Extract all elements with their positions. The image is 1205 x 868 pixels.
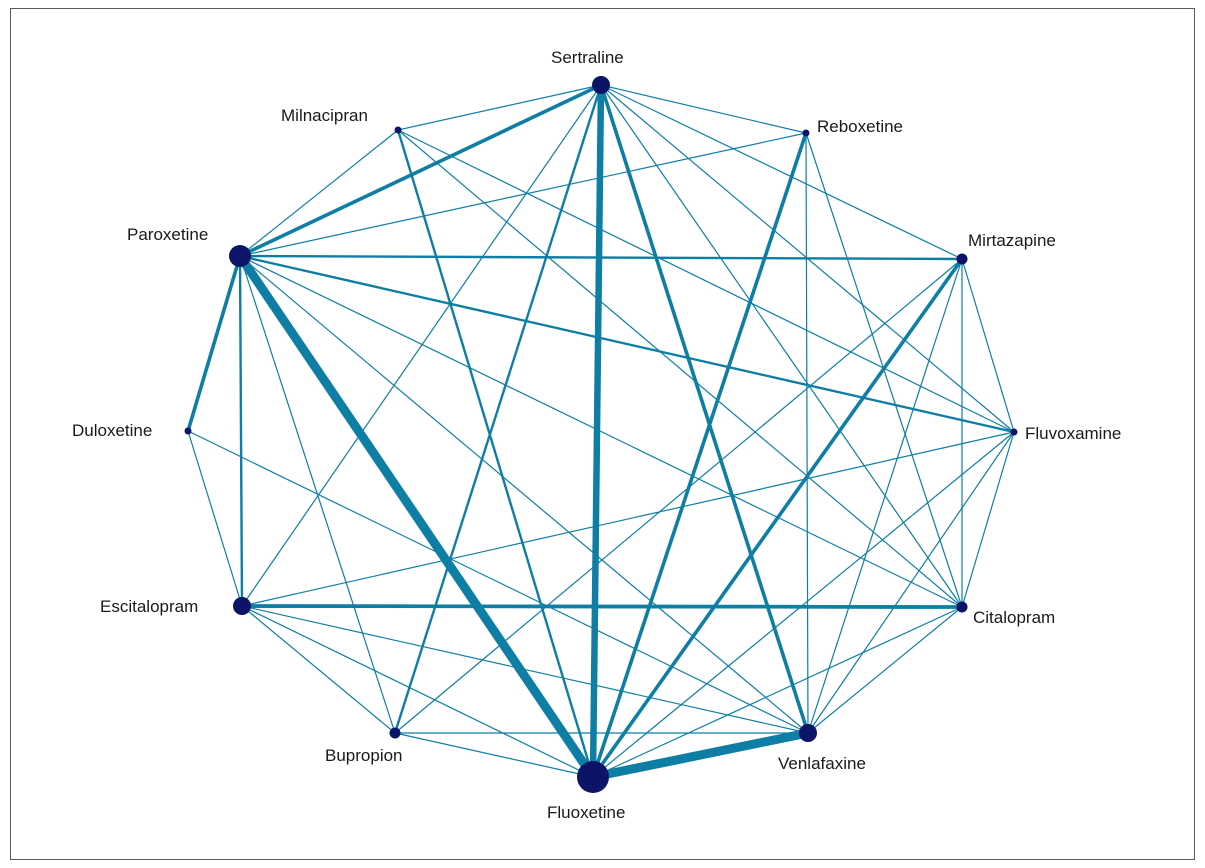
edge-sertraline-escitalopram	[241, 84, 602, 607]
edges-layer	[186, 81, 1016, 782]
edge-fluvoxamine-venlafaxine	[807, 431, 1015, 734]
edge-paroxetine-mirtazapine	[238, 254, 964, 261]
edge-milnacipran-fluoxetine	[396, 128, 595, 779]
edge-mirtazapine-bupropion	[394, 258, 963, 734]
nodes-layer	[184, 76, 1018, 793]
edge-paroxetine-fluoxetine	[235, 251, 598, 782]
edge-paroxetine-escitalopram	[238, 254, 244, 608]
edge-sertraline-fluoxetine	[589, 81, 605, 781]
edge-sertraline-venlafaxine	[599, 83, 810, 735]
edge-escitalopram-venlafaxine	[241, 605, 809, 734]
edge-sertraline-milnacipran	[397, 84, 602, 131]
edge-duloxetine-escitalopram	[187, 430, 243, 607]
edge-citalopram-venlafaxine	[807, 606, 963, 734]
edge-paroxetine-venlafaxine	[239, 255, 809, 734]
edge-fluoxetine-venlafaxine	[588, 728, 813, 782]
node-mirtazapine	[956, 253, 968, 265]
edge-fluvoxamine-citalopram	[961, 431, 1015, 608]
node-fluoxetine	[577, 761, 609, 793]
node-paroxetine	[229, 245, 251, 267]
node-fluvoxamine	[1010, 428, 1018, 436]
edge-reboxetine-paroxetine	[239, 132, 807, 257]
edge-mirtazapine-venlafaxine	[807, 258, 963, 734]
node-milnacipran	[394, 126, 402, 134]
edge-reboxetine-fluoxetine	[591, 131, 808, 779]
node-label-reboxetine: Reboxetine	[817, 117, 904, 136]
edge-mirtazapine-fluvoxamine	[961, 258, 1015, 433]
node-sertraline	[592, 76, 610, 94]
edge-milnacipran-citalopram	[397, 129, 963, 608]
node-escitalopram	[233, 597, 251, 615]
edge-sertraline-mirtazapine	[600, 84, 963, 260]
node-label-sertraline: Sertraline	[551, 48, 624, 67]
edge-sertraline-paroxetine	[238, 83, 603, 258]
node-label-paroxetine: Paroxetine	[127, 225, 209, 244]
node-label-duloxetine: Duloxetine	[72, 421, 153, 440]
node-duloxetine	[184, 427, 192, 435]
node-label-citalopram: Citalopram	[973, 608, 1056, 627]
edge-paroxetine-fluvoxamine	[238, 254, 1016, 434]
node-label-escitalopram: Escitalopram	[100, 597, 199, 616]
edge-escitalopram-citalopram	[240, 604, 964, 609]
edge-paroxetine-duloxetine	[186, 254, 242, 433]
node-venlafaxine	[799, 724, 817, 742]
node-bupropion	[389, 727, 401, 739]
edge-milnacipran-fluvoxamine	[397, 129, 1015, 433]
node-citalopram	[956, 601, 968, 613]
edge-sertraline-citalopram	[600, 84, 963, 608]
node-label-fluoxetine: Fluoxetine	[547, 803, 626, 822]
edge-sertraline-reboxetine	[600, 84, 807, 134]
edge-milnacipran-paroxetine	[239, 129, 399, 257]
edge-escitalopram-bupropion	[241, 605, 396, 734]
edge-bupropion-fluoxetine	[394, 732, 594, 778]
edge-paroxetine-citalopram	[239, 255, 963, 608]
edge-mirtazapine-fluoxetine	[591, 257, 964, 779]
node-label-milnacipran: Milnacipran	[281, 106, 368, 125]
node-label-mirtazapine: Mirtazapine	[968, 231, 1056, 250]
node-reboxetine	[802, 129, 810, 137]
edge-fluvoxamine-escitalopram	[241, 431, 1015, 607]
edge-sertraline-bupropion	[393, 83, 603, 735]
node-label-fluvoxamine: Fluvoxamine	[1025, 424, 1122, 443]
edge-citalopram-fluoxetine	[592, 606, 963, 778]
node-label-bupropion: Bupropion	[325, 746, 403, 765]
edge-duloxetine-venlafaxine	[187, 430, 809, 734]
edge-escitalopram-fluoxetine	[241, 605, 594, 778]
edge-reboxetine-venlafaxine	[805, 132, 809, 734]
edge-fluvoxamine-fluoxetine	[592, 431, 1015, 778]
node-label-venlafaxine: Venlafaxine	[778, 754, 866, 773]
